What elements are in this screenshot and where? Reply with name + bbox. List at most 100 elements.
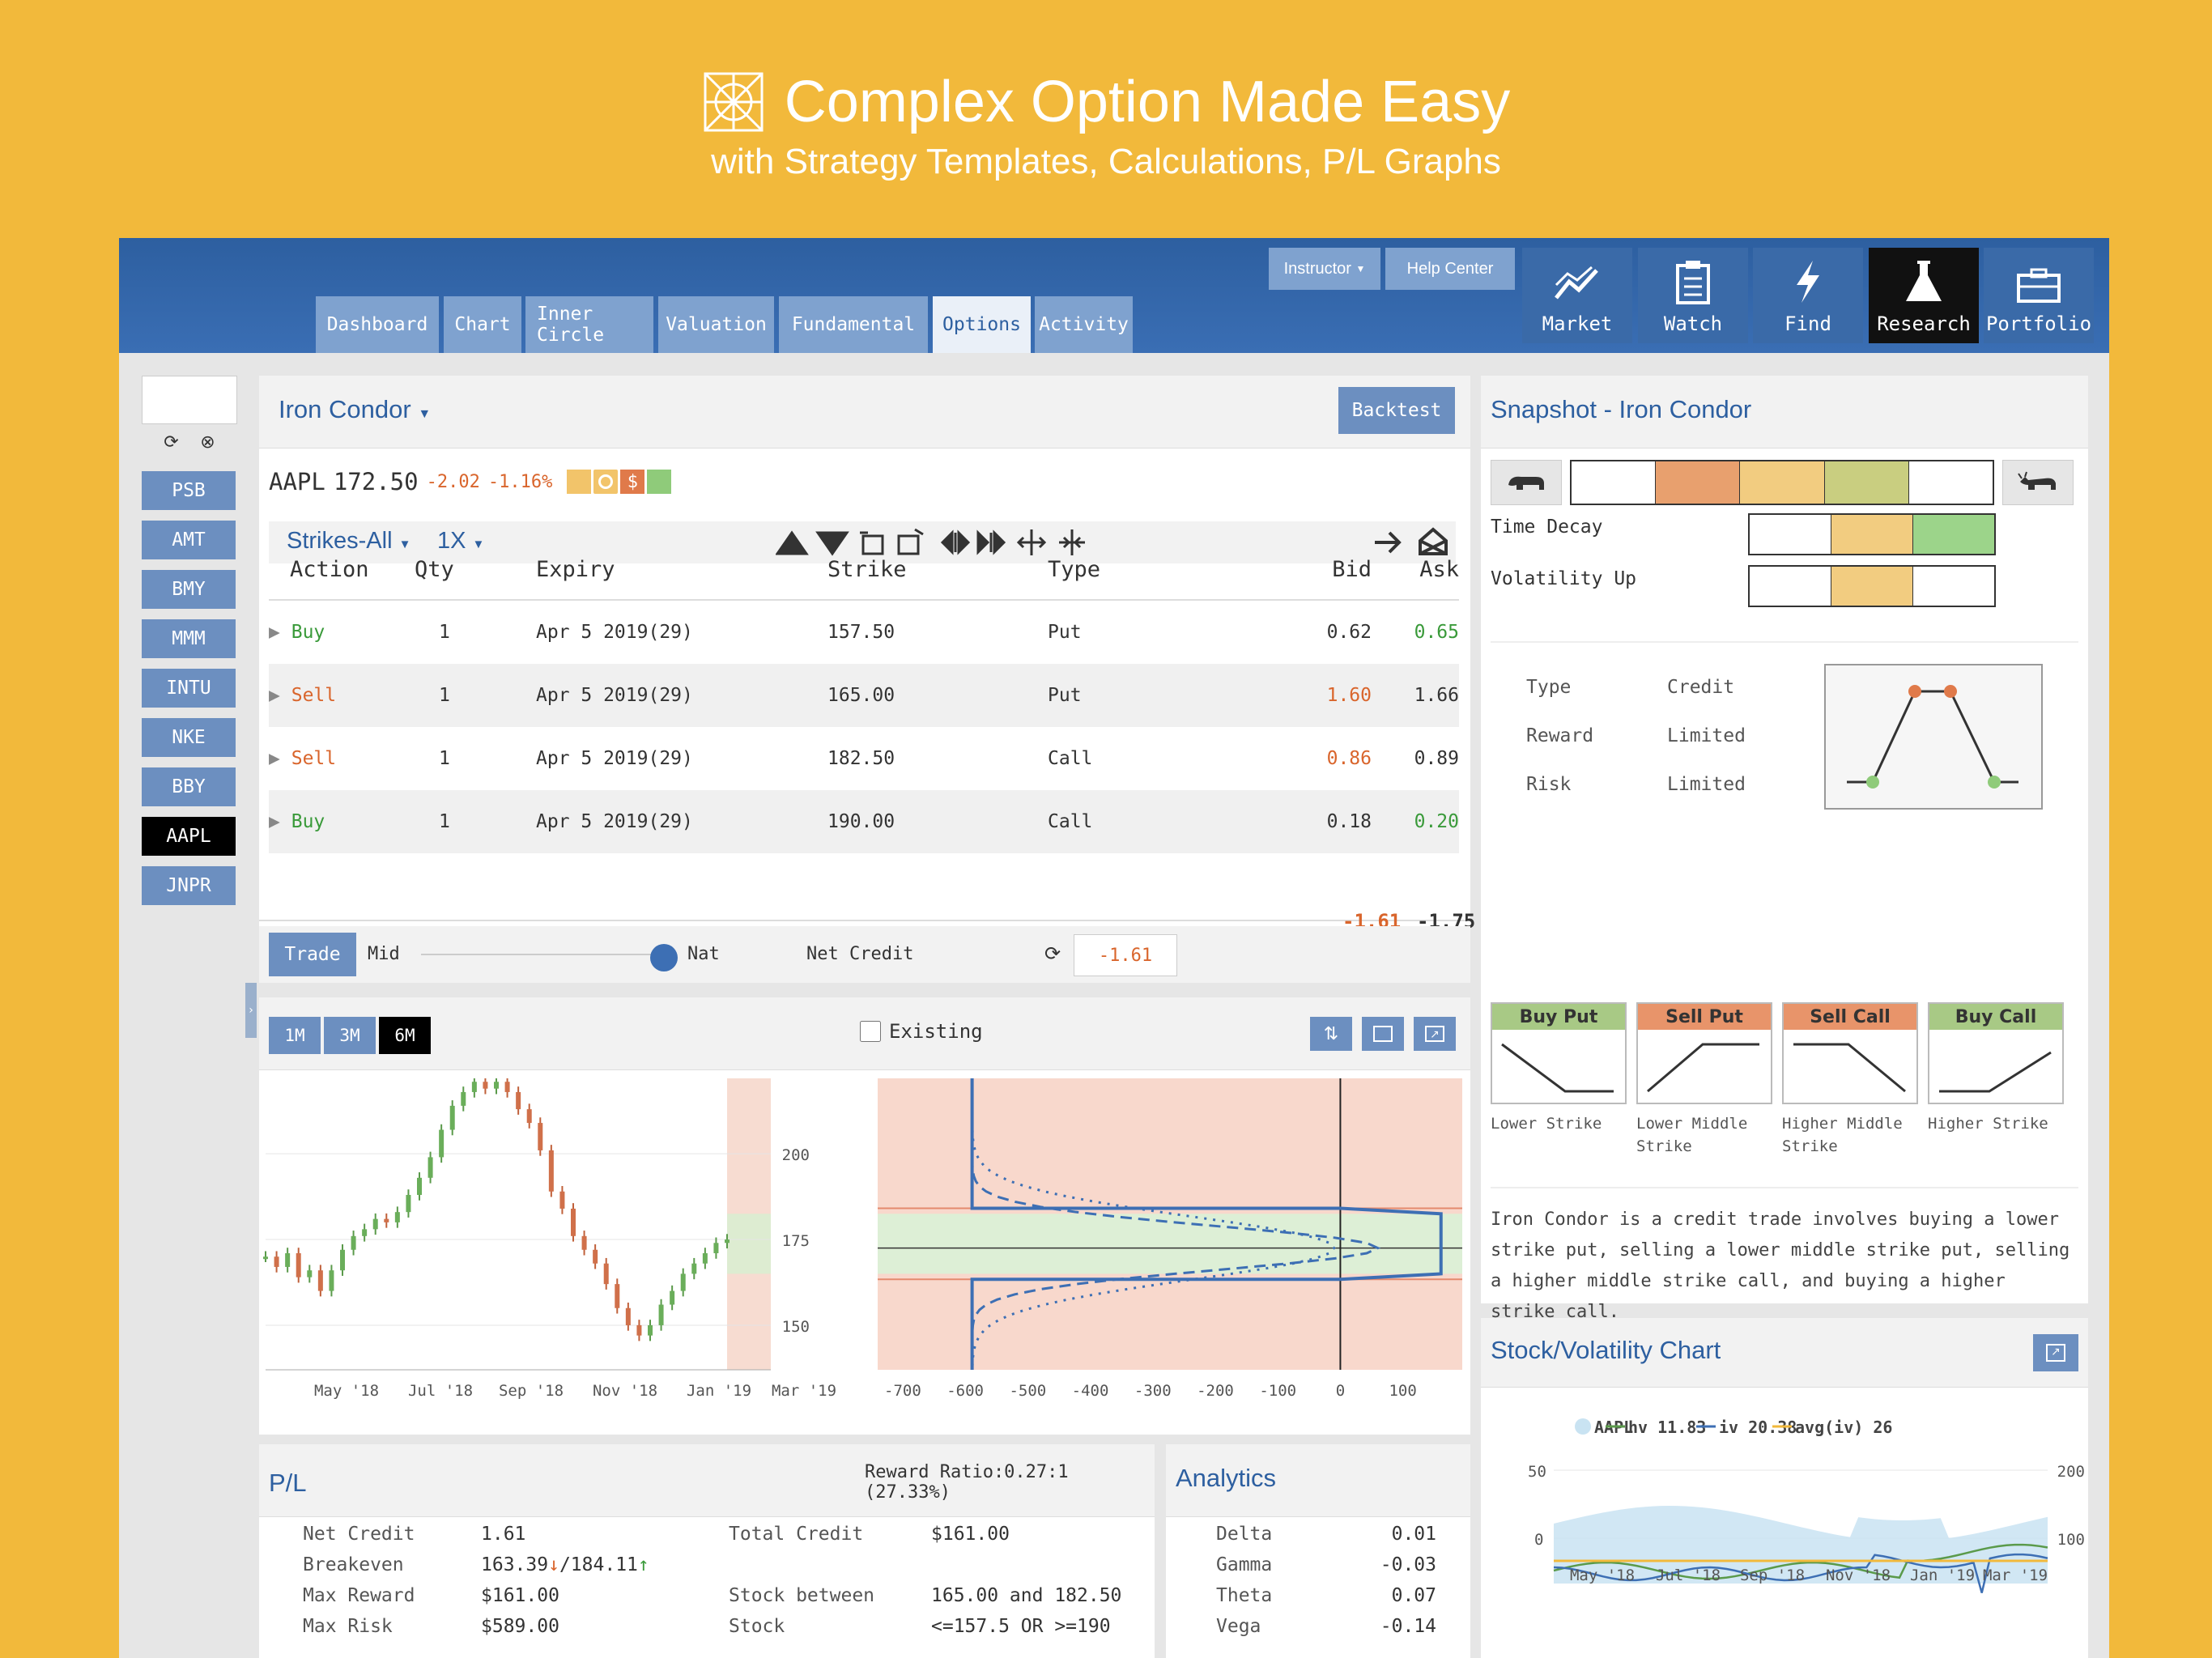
popout-icon[interactable]: ↗ bbox=[1414, 1017, 1456, 1051]
leg-qty[interactable]: 1 bbox=[439, 685, 450, 706]
leg-action[interactable]: Buy bbox=[291, 622, 325, 643]
existing-checkbox[interactable] bbox=[860, 1021, 881, 1042]
table-row[interactable]: ▶ Buy 1 Apr 5 2019(29) 190.00 Call 0.18 … bbox=[269, 790, 1459, 853]
multiplier-dropdown[interactable]: 1X ▼ bbox=[437, 528, 484, 555]
expand-arrow-icon[interactable]: ▶ bbox=[269, 811, 280, 832]
tab-dashboard[interactable]: Dashboard bbox=[316, 296, 439, 353]
leg-action-icons[interactable] bbox=[1372, 526, 1453, 559]
bars-badge-icon[interactable] bbox=[647, 470, 672, 494]
y-tick-label: 150 bbox=[782, 1318, 810, 1336]
symbol-jnpr[interactable]: JNPR bbox=[142, 866, 236, 905]
symbol-bmy[interactable]: BMY bbox=[142, 570, 236, 609]
quote-change-pct: -1.16% bbox=[487, 471, 553, 492]
sync-chart-icon[interactable]: ⇅ bbox=[1310, 1017, 1352, 1051]
expand-arrow-icon[interactable]: ▶ bbox=[269, 748, 280, 769]
tool-watch[interactable]: Watch bbox=[1638, 248, 1748, 343]
card-buy-put[interactable]: Buy Put bbox=[1491, 1002, 1627, 1104]
leg-expiry[interactable]: Apr 5 2019(29) bbox=[536, 622, 693, 643]
card-sell-put[interactable]: Sell Put bbox=[1636, 1002, 1772, 1104]
symbol-intu[interactable]: INTU bbox=[142, 669, 236, 708]
price-slider-knob[interactable] bbox=[650, 944, 678, 971]
refresh-icon[interactable]: ⟳ bbox=[1044, 942, 1061, 965]
dollar-badge-icon[interactable]: $ bbox=[620, 470, 645, 494]
symbol-aapl[interactable]: AAPL bbox=[142, 817, 236, 856]
snapshot-title: Snapshot - Iron Condor bbox=[1491, 395, 1752, 423]
tool-research[interactable]: Research bbox=[1869, 248, 1979, 343]
symbol-input[interactable] bbox=[142, 376, 237, 424]
leg-strike[interactable]: 190.00 bbox=[827, 811, 895, 832]
range-1m[interactable]: 1M bbox=[269, 1017, 321, 1054]
profit-zone bbox=[878, 1214, 1462, 1274]
leg-expiry[interactable]: Apr 5 2019(29) bbox=[536, 811, 693, 832]
leg-action[interactable]: Buy bbox=[291, 811, 325, 832]
tab-inner-circle[interactable]: Inner Circle bbox=[525, 296, 653, 353]
tab-activity[interactable]: Activity bbox=[1035, 296, 1133, 353]
expand-arrow-icon[interactable]: ▶ bbox=[269, 685, 280, 706]
risk-value: Limited bbox=[1667, 774, 1746, 795]
leg-qty[interactable]: 1 bbox=[439, 748, 450, 769]
leg-expiry[interactable]: Apr 5 2019(29) bbox=[536, 685, 693, 706]
analytics-theta-label: Theta bbox=[1216, 1585, 1273, 1606]
strikes-filter-dropdown[interactable]: Strikes-All ▼ bbox=[287, 528, 410, 555]
price-slider[interactable] bbox=[421, 954, 664, 955]
reward-label: Reward bbox=[1526, 725, 1594, 746]
symbol-nke[interactable]: NKE bbox=[142, 718, 236, 757]
leg-adjust-icons[interactable] bbox=[776, 526, 1116, 559]
table-row[interactable]: ▶ Sell 1 Apr 5 2019(29) 182.50 Call 0.86… bbox=[269, 727, 1459, 790]
table-row[interactable]: ▶ Buy 1 Apr 5 2019(29) 157.50 Put 0.62 0… bbox=[269, 601, 1459, 664]
leg-strike[interactable]: 182.50 bbox=[827, 748, 895, 769]
tool-find[interactable]: Find bbox=[1753, 248, 1863, 343]
range-3m[interactable]: 3M bbox=[324, 1017, 376, 1054]
card-buy-call[interactable]: Buy Call bbox=[1928, 1002, 2064, 1104]
net-credit-input[interactable] bbox=[1074, 934, 1177, 976]
leg-type[interactable]: Call bbox=[1048, 748, 1093, 769]
tab-valuation[interactable]: Valuation bbox=[658, 296, 774, 353]
app-window: Instructor ▼ Help Center Dashboard Chart… bbox=[119, 238, 2109, 1658]
tab-options[interactable]: Options bbox=[933, 296, 1031, 353]
lightning-icon bbox=[1797, 261, 1819, 303]
leg-action[interactable]: Sell bbox=[291, 748, 337, 769]
leg-strike[interactable]: 157.50 bbox=[827, 622, 895, 643]
symbol-psb[interactable]: PSB bbox=[142, 471, 236, 510]
leg-qty[interactable]: 1 bbox=[439, 622, 450, 643]
leg-type[interactable]: Call bbox=[1048, 811, 1093, 832]
backtest-button[interactable]: Backtest bbox=[1338, 387, 1455, 434]
table-row[interactable]: ▶ Sell 1 Apr 5 2019(29) 165.00 Put 1.60 … bbox=[269, 664, 1459, 727]
pl-distribution-chart: -700 -600 -500 -400 -300 -200 -100 0 100 bbox=[878, 1078, 1462, 1400]
tool-market[interactable]: Market bbox=[1522, 248, 1632, 343]
leg-strike[interactable]: 165.00 bbox=[827, 685, 895, 706]
leg-ask: 0.89 bbox=[1414, 748, 1459, 769]
window-icon[interactable] bbox=[1362, 1017, 1404, 1051]
trade-button[interactable]: Trade bbox=[269, 933, 356, 976]
leg-type[interactable]: Put bbox=[1048, 685, 1082, 706]
strategy-dropdown[interactable]: Iron Condor ▼ bbox=[279, 395, 431, 424]
symbol-bby[interactable]: BBY bbox=[142, 767, 236, 806]
refresh-icon[interactable]: ⟳ bbox=[164, 432, 179, 453]
candle-body bbox=[483, 1082, 488, 1089]
range-6m[interactable]: 6M bbox=[379, 1017, 431, 1054]
popout-icon[interactable]: ↗ bbox=[2033, 1334, 2078, 1371]
tab-fundamental[interactable]: Fundamental bbox=[779, 296, 928, 353]
symbol-amt[interactable]: AMT bbox=[142, 521, 236, 559]
leg-type[interactable]: Put bbox=[1048, 622, 1082, 643]
x-tick-label: -100 bbox=[1259, 1382, 1296, 1400]
tab-chart[interactable]: Chart bbox=[444, 296, 521, 353]
instructor-dropdown[interactable]: Instructor ▼ bbox=[1269, 248, 1380, 290]
symbol-mmm[interactable]: MMM bbox=[142, 619, 236, 658]
pl-mid-line bbox=[971, 1083, 1336, 1367]
leg-action[interactable]: Sell bbox=[291, 685, 337, 706]
sentiment-scale bbox=[1570, 460, 1994, 505]
expand-arrow-icon[interactable]: ▶ bbox=[269, 622, 280, 643]
caption-lower-strike: Lower Strike bbox=[1491, 1115, 1602, 1133]
tool-portfolio[interactable]: Portfolio bbox=[1984, 248, 2094, 343]
card-sell-call[interactable]: Sell Call bbox=[1782, 1002, 1918, 1104]
leg-qty[interactable]: 1 bbox=[439, 811, 450, 832]
chart-badge-icon[interactable] bbox=[567, 470, 592, 494]
card-buy-call-label: Buy Call bbox=[1929, 1004, 2062, 1030]
leg-expiry[interactable]: Apr 5 2019(29) bbox=[536, 748, 693, 769]
risk-label: Risk bbox=[1526, 774, 1572, 795]
clear-icon[interactable]: ⊗ bbox=[200, 432, 215, 453]
help-center-button[interactable]: Help Center bbox=[1385, 248, 1515, 290]
circle-badge-icon[interactable] bbox=[593, 470, 619, 494]
collapse-sidebar-handle[interactable]: › bbox=[245, 983, 257, 1038]
